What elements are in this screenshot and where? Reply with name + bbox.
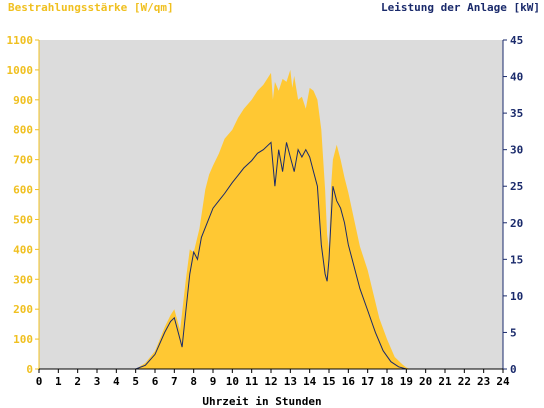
left-tick-label: 100 xyxy=(13,333,33,346)
right-tick-label: 5 xyxy=(510,326,517,339)
x-tick-label: 23 xyxy=(477,375,490,388)
left-tick-label: 400 xyxy=(13,243,33,256)
x-tick-label: 5 xyxy=(132,375,139,388)
right-tick-label: 35 xyxy=(510,107,523,120)
right-tick-label: 45 xyxy=(510,34,523,47)
x-tick-label: 12 xyxy=(264,375,277,388)
x-tick-label: 22 xyxy=(458,375,471,388)
right-tick-label: 0 xyxy=(510,363,517,376)
left-axis-ticks: 0 100 200 300 400 500 600 700 800 900 1000 1100 xyxy=(7,34,39,376)
left-tick-label: 0 xyxy=(26,363,33,376)
right-tick-label: 25 xyxy=(510,180,523,193)
x-axis-ticks: 0 1 2 3 4 5 6 7 8 9 10 11 12 13 14 15 16 17 18 19 20 21 22 23 24 xyxy=(36,369,510,388)
x-tick-label: 9 xyxy=(210,375,217,388)
left-tick-label: 1000 xyxy=(7,64,34,77)
x-tick-label: 20 xyxy=(419,375,432,388)
x-tick-label: 11 xyxy=(245,375,259,388)
left-tick-label: 1100 xyxy=(7,34,34,47)
x-tick-label: 24 xyxy=(496,375,510,388)
right-tick-label: 40 xyxy=(510,71,523,84)
x-tick-label: 10 xyxy=(226,375,239,388)
x-tick-label: 13 xyxy=(284,375,297,388)
x-tick-label: 6 xyxy=(152,375,159,388)
left-tick-label: 500 xyxy=(13,213,33,226)
power-line xyxy=(39,141,503,370)
x-axis-label: Uhrzeit in Stunden xyxy=(202,395,321,408)
left-tick-label: 600 xyxy=(13,184,33,197)
irradiance-area xyxy=(39,69,503,370)
x-tick-label: 15 xyxy=(322,375,335,388)
left-tick-label: 900 xyxy=(13,94,33,107)
right-tick-label: 20 xyxy=(510,217,523,230)
right-tick-label: 10 xyxy=(510,290,523,303)
left-tick-label: 300 xyxy=(13,273,33,286)
x-tick-label: 16 xyxy=(342,375,356,388)
x-tick-label: 4 xyxy=(113,375,120,388)
right-tick-label: 30 xyxy=(510,144,523,157)
left-tick-label: 200 xyxy=(13,303,33,316)
x-tick-label: 7 xyxy=(171,375,178,388)
right-axis-ticks: 0 5 10 15 20 25 30 35 40 45 xyxy=(503,34,523,376)
x-tick-label: 21 xyxy=(438,375,452,388)
left-axis-title: Bestrahlungsstärke [W/qm] xyxy=(8,1,174,14)
x-tick-label: 18 xyxy=(380,375,393,388)
right-axis-title: Leistung der Anlage [kW] xyxy=(381,1,540,14)
right-tick-label: 15 xyxy=(510,253,523,266)
x-tick-label: 19 xyxy=(400,375,413,388)
x-tick-label: 0 xyxy=(36,375,43,388)
x-tick-label: 3 xyxy=(94,375,101,388)
left-tick-label: 700 xyxy=(13,154,33,167)
x-tick-label: 8 xyxy=(190,375,197,388)
x-tick-label: 14 xyxy=(303,375,317,388)
x-tick-label: 17 xyxy=(361,375,374,388)
x-tick-label: 2 xyxy=(74,375,81,388)
left-tick-label: 800 xyxy=(13,124,33,137)
x-tick-label: 1 xyxy=(55,375,62,388)
